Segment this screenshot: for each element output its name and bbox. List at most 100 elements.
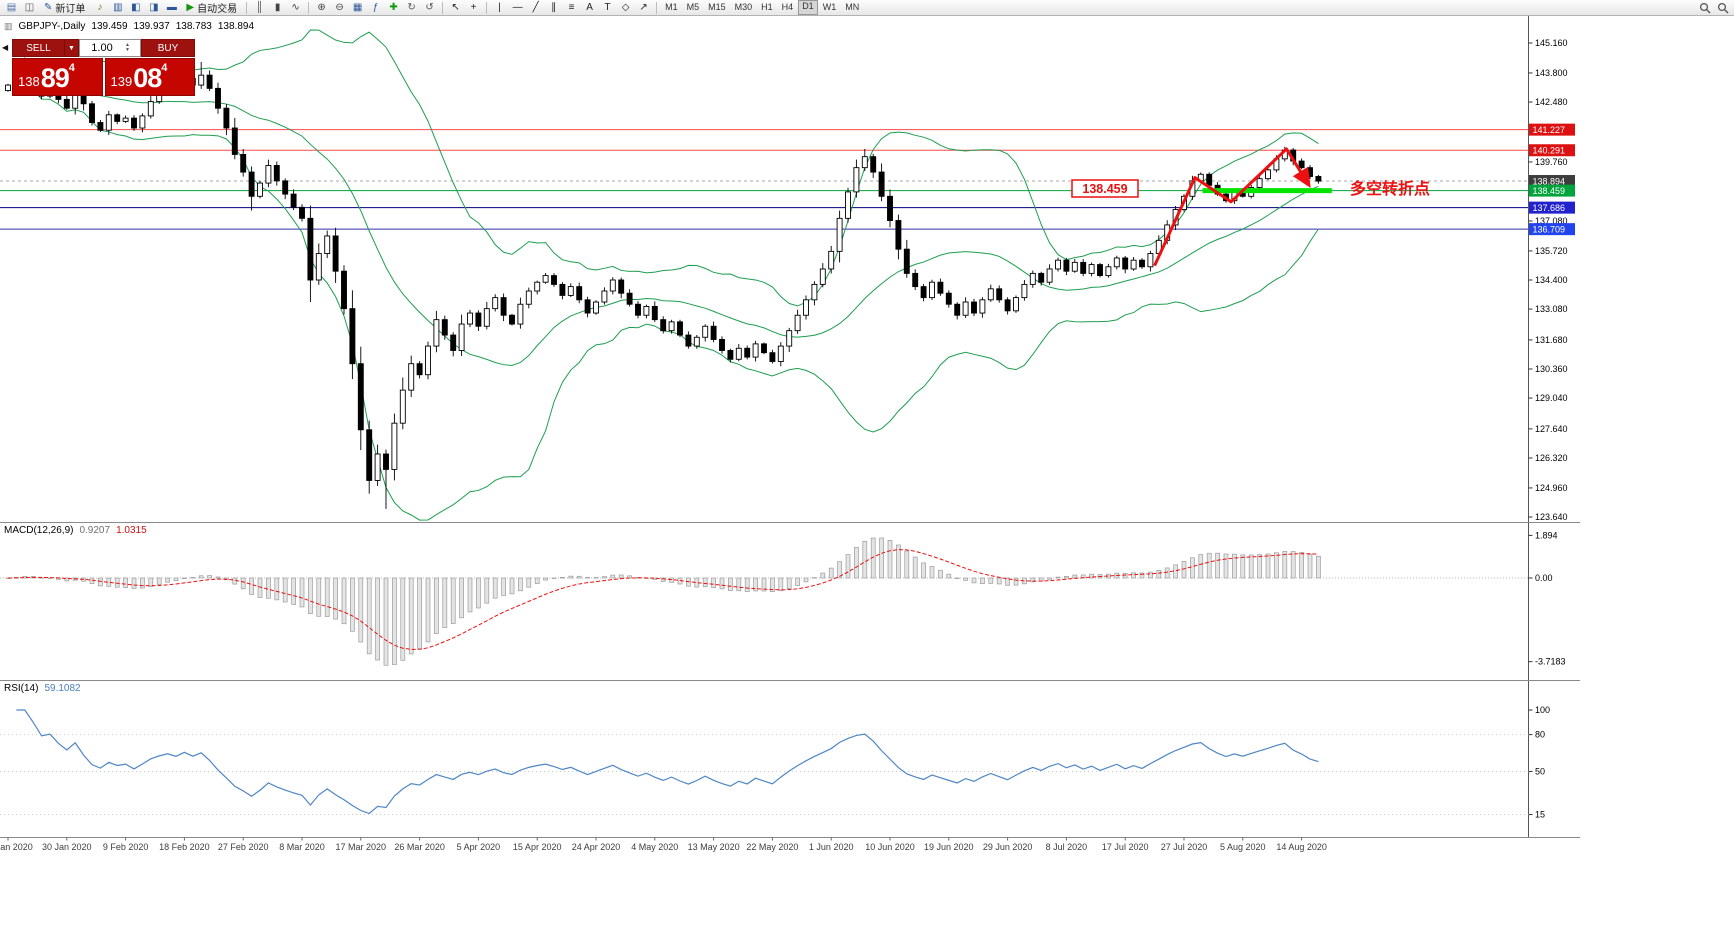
svg-text:17 Mar 2020: 17 Mar 2020 — [336, 842, 387, 852]
svg-text:22 May 2020: 22 May 2020 — [746, 842, 798, 852]
autotrading-button[interactable]: ▶ 自动交易 — [181, 1, 242, 15]
fibonacci-icon: ≡ — [568, 1, 575, 13]
search-icon[interactable] — [1696, 1, 1713, 15]
zoom-in-icon: ⊕ — [317, 1, 326, 13]
svg-text:142.480: 142.480 — [1535, 97, 1568, 107]
price-callout[interactable]: 138.459 — [1071, 179, 1139, 198]
price-axis: 145.160 143.800 142.480 139.760 137.080 135.7… — [1528, 16, 1575, 838]
profiles-icon[interactable]: ◫ — [21, 1, 38, 15]
timeframe-button-w1[interactable]: W1 — [822, 2, 837, 12]
toolbar-separator — [246, 1, 248, 14]
svg-text:29 Jun 2020: 29 Jun 2020 — [983, 842, 1033, 852]
svg-text:131.680: 131.680 — [1535, 335, 1568, 345]
ohlc-high: 139.937 — [133, 21, 170, 32]
text-tool-icon[interactable]: A — [581, 1, 598, 15]
sell-button[interactable]: SELL — [12, 39, 65, 57]
fibonacci-icon[interactable]: ≡ — [563, 1, 580, 15]
order-type-caret-icon[interactable]: ▼ — [65, 39, 79, 57]
data-window-icon[interactable]: ◧ — [127, 1, 144, 15]
auto-scroll-icon[interactable]: ↻ — [403, 1, 420, 15]
vertical-line-icon[interactable]: | — [491, 1, 508, 15]
svg-text:5 Apr 2020: 5 Apr 2020 — [457, 842, 501, 852]
date-axis: 21 Jan 2020 30 Jan 2020 9 Feb 2020 18 Feb 2… — [0, 837, 1327, 852]
new-chart-icon: ▤ — [6, 1, 17, 13]
label-tool-icon[interactable]: T — [599, 1, 616, 15]
shapes-icon: ◇ — [621, 1, 630, 13]
cursor-icon[interactable]: ↖ — [447, 1, 464, 15]
ohlc-close: 138.894 — [217, 21, 255, 32]
svg-text:143.800: 143.800 — [1535, 68, 1568, 78]
tile-windows-icon[interactable]: ▦ — [349, 1, 366, 15]
timeframe-button-m15[interactable]: M15 — [708, 2, 726, 12]
timeframe-button-mn[interactable]: MN — [845, 2, 860, 12]
annotation-text[interactable]: 多空转折点 — [1350, 179, 1430, 198]
arrow-tool-icon[interactable]: ↗ — [635, 1, 652, 15]
new-order-button[interactable]: ✎ 新订单 — [39, 1, 90, 15]
navigator-icon[interactable]: ◨ — [145, 1, 162, 15]
autotrading-button-label: 自动交易 — [197, 4, 238, 15]
cursor-icon: ↖ — [451, 1, 460, 13]
indicators-icon[interactable]: ƒ — [367, 1, 384, 15]
timeframe-button-h4[interactable]: H4 — [781, 2, 794, 12]
new-chart-icon[interactable]: ▤ — [3, 1, 20, 15]
chart-shift-icon[interactable]: ↺ — [421, 1, 438, 15]
toolbar: ▤ ◫ ✎ 新订单 ♪ ▥ ◧ ◨ ▬ ▶ 自动交易 ║ ▮ ∿ ⊕ ⊖ ▦ ƒ ✚ ↻ ↺ ↖ + | ― ╱ ∥ ≡ A T ◇ ↗ M1 M… — [0, 0, 1734, 16]
svg-text:124.960: 124.960 — [1535, 483, 1568, 493]
svg-text:137.080: 137.080 — [1535, 216, 1568, 226]
zoom-in-icon[interactable]: ⊕ — [313, 1, 330, 15]
horizontal-line-icon: ― — [512, 1, 523, 13]
channel-icon[interactable]: ∥ — [545, 1, 562, 15]
svg-text:127.640: 127.640 — [1535, 424, 1568, 434]
bar-chart-icon[interactable]: ║ — [251, 1, 268, 15]
volume-field[interactable]: ▲ ▼ — [79, 39, 141, 57]
svg-text:50: 50 — [1535, 767, 1545, 777]
crosshair-icon[interactable]: + — [465, 1, 482, 15]
zoom-out-icon[interactable]: ⊖ — [331, 1, 348, 15]
add-indicator-icon[interactable]: ✚ — [385, 1, 402, 15]
svg-text:145.160: 145.160 — [1535, 38, 1568, 48]
terminal-icon[interactable]: ▬ — [163, 1, 180, 15]
svg-text:4 May 2020: 4 May 2020 — [631, 842, 678, 852]
timeframe-button-m5[interactable]: M5 — [686, 2, 700, 12]
svg-text:141.227: 141.227 — [1533, 125, 1566, 135]
line-chart-icon[interactable]: ∿ — [287, 1, 304, 15]
svg-text:138.894: 138.894 — [1533, 177, 1566, 187]
volume-up-icon[interactable]: ▲ — [125, 42, 130, 48]
svg-text:1.894: 1.894 — [1535, 530, 1558, 540]
svg-text:5 Aug 2020: 5 Aug 2020 — [1220, 842, 1266, 852]
volume-input[interactable] — [80, 42, 124, 54]
new-order-icon: ✎ — [44, 2, 53, 13]
buy-button[interactable]: BUY — [141, 39, 195, 57]
timeframe-button-d1[interactable]: D1 — [798, 0, 818, 15]
trendline-icon[interactable]: ╱ — [527, 1, 544, 15]
svg-text:18 Feb 2020: 18 Feb 2020 — [159, 842, 210, 852]
svg-text:126.320: 126.320 — [1535, 453, 1568, 463]
timeframe-button-m1[interactable]: M1 — [665, 2, 678, 12]
zoom-search-icon[interactable] — [1714, 1, 1731, 15]
svg-text:19 Jun 2020: 19 Jun 2020 — [924, 842, 974, 852]
sell-price-button[interactable]: 138 89 4 — [12, 58, 103, 96]
alerts-icon: ♪ — [97, 1, 103, 13]
new-order-button-label: 新订单 — [55, 4, 86, 15]
volume-stepper[interactable]: ▲ ▼ — [125, 43, 130, 53]
buy-price-button[interactable]: 139 08 4 — [104, 58, 195, 96]
timeframe-button-m30[interactable]: M30 — [734, 2, 753, 12]
trade-panel-collapse-icon[interactable]: ◀ — [2, 43, 9, 52]
svg-text:136.709: 136.709 — [1533, 225, 1566, 235]
svg-text:0.00: 0.00 — [1535, 573, 1553, 583]
timeframe-button-h1[interactable]: H1 — [761, 2, 773, 12]
alerts-icon[interactable]: ♪ — [91, 1, 108, 15]
svg-text:134.400: 134.400 — [1535, 275, 1568, 285]
horizontal-line-icon[interactable]: ― — [509, 1, 526, 15]
indicators-icon: ƒ — [372, 1, 379, 13]
sell-price-fraction: 4 — [68, 62, 75, 74]
candlestick-icon[interactable]: ▮ — [269, 1, 286, 15]
volume-down-icon[interactable]: ▼ — [125, 47, 130, 53]
shapes-icon[interactable]: ◇ — [617, 1, 634, 15]
crosshair-icon: + — [470, 1, 477, 13]
trend-arrow[interactable] — [1153, 147, 1311, 267]
market-watch-icon[interactable]: ▥ — [109, 1, 126, 15]
text-tool-icon: A — [586, 1, 593, 13]
